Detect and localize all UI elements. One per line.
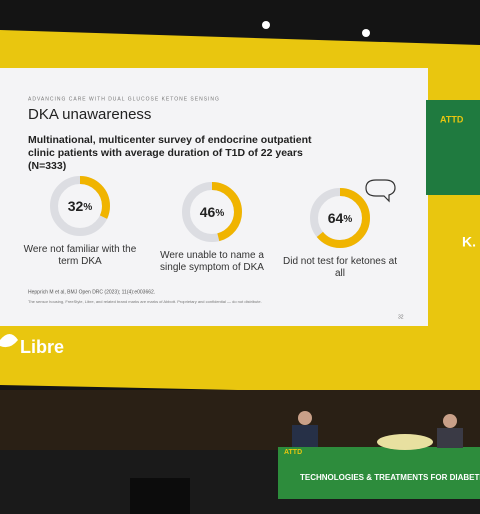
donut-arc	[50, 176, 110, 236]
stat-label: 32%	[68, 198, 93, 214]
side-label: ATTD	[440, 114, 464, 124]
banner-logo: ATTD	[284, 449, 302, 456]
logo: Libre	[20, 337, 64, 357]
reference: Hepprich M et al, BMJ Open DRC (2023); 1…	[28, 289, 155, 295]
flowers	[377, 434, 433, 450]
podium	[130, 478, 190, 514]
panelist	[298, 411, 312, 425]
slide-title: DKA unawareness	[28, 106, 151, 123]
stat-unit: %	[343, 214, 352, 225]
panelist	[443, 414, 457, 428]
stat-value: 46	[200, 204, 216, 220]
panelist-body	[437, 428, 463, 448]
banner-text: TECHNOLOGIES & TREATMENTS FOR DIABETES	[300, 473, 480, 482]
stat-unit: %	[83, 202, 92, 213]
side-screen	[426, 100, 480, 195]
stat-label: 64%	[328, 210, 353, 226]
kicker: ADVANCING CARE WITH DUAL GLUCOSE KETONE …	[28, 96, 220, 102]
stat-value: 64	[328, 210, 344, 226]
disclaimer: The sensor housing, FreeStyle, Libre, an…	[28, 299, 262, 304]
donut-arc	[310, 188, 370, 248]
page-number: 32	[398, 314, 404, 320]
stat-label: 46%	[200, 204, 225, 220]
donut-arc	[182, 182, 242, 242]
stat-unit: %	[215, 208, 224, 219]
banner	[278, 447, 480, 499]
stat-caption: Were unable to name a single symptom of …	[160, 250, 264, 273]
subtitle: Multinational, multicenter survey of end…	[28, 134, 312, 172]
speech-icon	[365, 179, 396, 203]
panelist-body	[292, 425, 318, 447]
side-letter: K.	[462, 234, 476, 250]
stat-value: 32	[68, 198, 84, 214]
ceiling-light	[262, 21, 270, 29]
ceiling-light	[362, 29, 370, 37]
stat-caption: Did not test for ketones at all	[283, 256, 397, 279]
stat-caption: Were not familiar with the term DKA	[23, 244, 137, 267]
logo-mark	[0, 334, 18, 348]
